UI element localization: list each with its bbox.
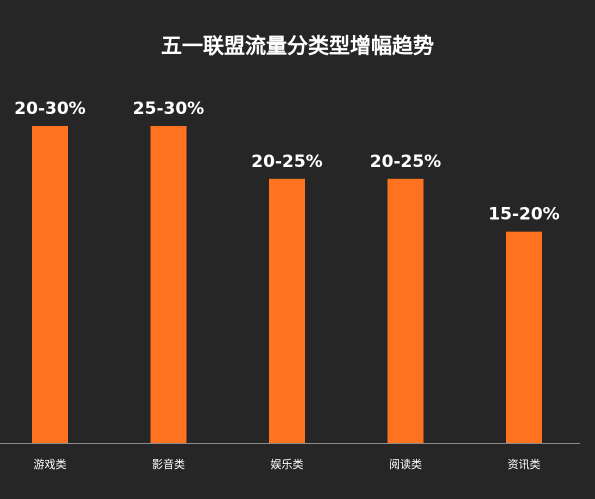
- bar: [150, 126, 187, 443]
- data-label: 20-30%: [14, 99, 85, 119]
- data-label: 20-25%: [370, 152, 441, 172]
- x-tick-label: 游戏类: [34, 457, 67, 471]
- bar: [387, 178, 424, 444]
- bar: [269, 178, 305, 444]
- data-label: 25-30%: [133, 99, 204, 119]
- bar: [32, 126, 68, 443]
- chart-title: 五一联盟流量分类型增幅趋势: [161, 34, 434, 58]
- bar: [506, 231, 542, 443]
- x-tick-label: 娱乐类: [271, 457, 304, 471]
- x-tick-label: 资讯类: [508, 457, 541, 471]
- x-tick-label: 阅读类: [389, 457, 422, 471]
- data-label: 15-20%: [488, 205, 559, 225]
- data-label: 20-25%: [251, 152, 322, 172]
- x-tick-label: 影音类: [152, 457, 185, 471]
